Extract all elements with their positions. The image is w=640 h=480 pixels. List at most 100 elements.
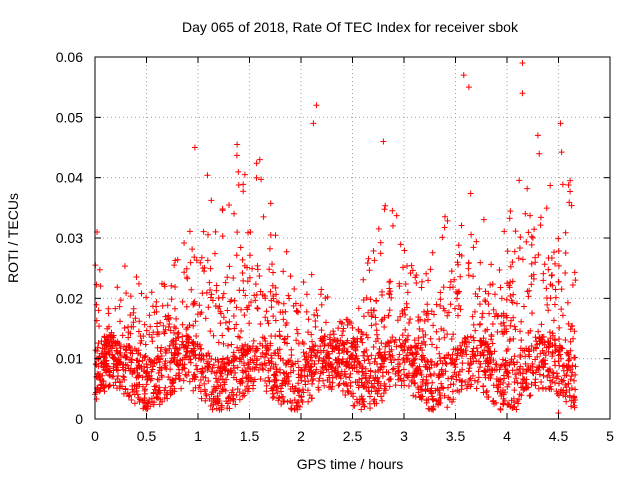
data-point <box>505 373 512 380</box>
data-point <box>532 376 539 383</box>
data-point <box>498 312 505 319</box>
data-point <box>202 390 209 397</box>
data-point <box>405 383 412 390</box>
data-point <box>149 366 156 373</box>
data-point <box>546 385 553 392</box>
data-point <box>157 348 164 355</box>
data-point <box>437 394 444 401</box>
data-point <box>382 202 389 209</box>
data-point <box>181 361 188 368</box>
y-tick-label: 0.04 <box>56 170 83 186</box>
data-point <box>545 348 552 355</box>
data-point <box>517 328 524 335</box>
data-point <box>440 305 447 312</box>
x-tick-label: 2 <box>297 428 305 444</box>
data-point <box>457 273 464 280</box>
data-point <box>526 353 533 360</box>
data-point <box>241 312 248 319</box>
data-point <box>312 323 319 330</box>
data-point <box>344 321 351 328</box>
data-point <box>204 172 211 179</box>
data-point <box>451 305 458 312</box>
data-point <box>419 347 426 354</box>
data-point <box>547 182 554 189</box>
data-point <box>518 337 525 344</box>
data-point <box>543 205 550 212</box>
data-point <box>421 317 428 324</box>
data-point <box>465 272 472 279</box>
x-tick-labels: 0 0.5 1 1.5 2 2.5 3 3.5 4 4.5 5 <box>91 428 614 444</box>
data-point <box>214 379 221 386</box>
data-point <box>293 326 300 333</box>
data-point <box>562 249 569 256</box>
data-point <box>378 393 385 400</box>
data-point <box>465 383 472 390</box>
data-point <box>124 390 131 397</box>
data-point <box>336 380 343 387</box>
data-point <box>567 188 574 195</box>
data-point <box>295 340 302 347</box>
data-point <box>553 375 560 382</box>
data-point <box>436 350 443 357</box>
data-point <box>275 299 282 306</box>
data-point <box>136 362 143 369</box>
data-point <box>178 341 185 348</box>
data-point <box>516 366 523 373</box>
data-point <box>298 372 305 379</box>
data-point <box>377 352 384 359</box>
data-point <box>186 228 193 235</box>
data-point <box>205 304 212 311</box>
data-point <box>463 343 470 350</box>
data-point <box>179 333 186 340</box>
data-point <box>194 311 201 318</box>
data-point <box>328 361 335 368</box>
data-point <box>442 360 449 367</box>
data-point <box>551 301 558 308</box>
data-point <box>159 302 166 309</box>
data-point <box>488 261 495 268</box>
data-point <box>212 375 219 382</box>
data-point <box>567 376 574 383</box>
data-point <box>459 360 466 367</box>
data-point <box>254 262 261 269</box>
data-point <box>559 181 566 188</box>
data-point <box>220 386 227 393</box>
data-point <box>321 333 328 340</box>
data-point <box>360 352 367 359</box>
data-point <box>474 378 481 385</box>
data-point <box>321 382 328 389</box>
data-point <box>489 321 496 328</box>
data-point <box>541 261 548 268</box>
data-point <box>528 343 535 350</box>
data-point <box>513 300 520 307</box>
data-point <box>511 353 518 360</box>
data-point <box>359 331 366 338</box>
data-point <box>283 378 290 385</box>
data-point <box>430 311 437 318</box>
data-points <box>92 60 579 416</box>
data-point <box>488 371 495 378</box>
data-point <box>219 206 226 213</box>
data-point <box>351 402 358 409</box>
data-point <box>564 350 571 357</box>
data-point <box>308 373 315 380</box>
data-point <box>491 348 498 355</box>
data-point <box>532 382 539 389</box>
data-point <box>379 369 386 376</box>
data-point <box>274 390 281 397</box>
data-point <box>231 297 238 304</box>
data-point <box>415 340 422 347</box>
data-point <box>295 309 302 316</box>
data-point <box>144 400 151 407</box>
data-point <box>92 360 99 367</box>
data-point <box>114 376 121 383</box>
data-point <box>555 392 562 399</box>
data-point <box>275 350 282 357</box>
data-point <box>147 323 154 330</box>
data-point <box>313 307 320 314</box>
data-point <box>358 365 365 372</box>
data-point <box>471 337 478 344</box>
data-point <box>552 347 559 354</box>
data-point <box>553 388 560 395</box>
